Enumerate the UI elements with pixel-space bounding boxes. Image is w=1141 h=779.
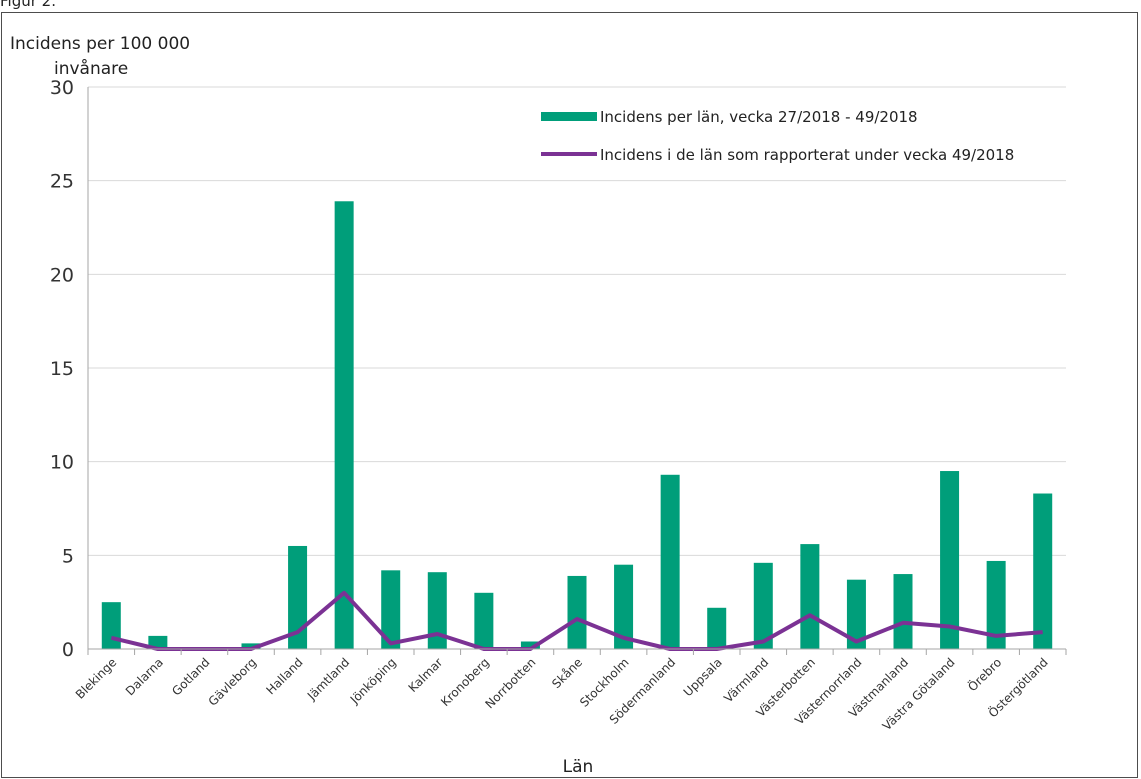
bar xyxy=(707,607,727,649)
bar xyxy=(1033,493,1053,649)
bar xyxy=(800,544,820,649)
x-tick-label: Norrbotten xyxy=(482,655,538,711)
y-axis-title-line2: invånare xyxy=(54,58,128,79)
bar xyxy=(940,471,960,649)
bar-series xyxy=(101,201,1053,650)
bar xyxy=(567,575,587,649)
legend-bar-label: Incidens per län, vecka 27/2018 - 49/201… xyxy=(600,108,918,126)
bar xyxy=(288,545,308,649)
x-tick-label: Halland xyxy=(264,655,306,697)
bar xyxy=(986,560,1006,649)
x-tick-label: Gotland xyxy=(169,655,212,698)
figure-label: Figur 2. xyxy=(0,0,56,10)
y-axis-title-line1: Incidens per 100 000 xyxy=(10,34,190,54)
x-axis-title: Län xyxy=(563,757,594,777)
y-tick-label: 5 xyxy=(62,545,74,567)
x-tick-label: Uppsala xyxy=(681,655,725,699)
line-series xyxy=(110,590,1043,651)
bar xyxy=(753,562,773,649)
y-tick-labels: 0 5 10 15 20 25 30 xyxy=(50,77,74,661)
x-tick-label: Blekinge xyxy=(73,655,120,702)
legend-bar-swatch xyxy=(541,112,597,121)
bar xyxy=(427,572,447,649)
legend-line-label: Incidens i de län som rapporterat under … xyxy=(600,146,1014,164)
bar xyxy=(148,635,168,649)
x-tick-label: Kalmar xyxy=(406,655,446,695)
y-tick-label: 25 xyxy=(50,171,74,193)
bar xyxy=(101,602,121,649)
x-tick-label: Jämtland xyxy=(304,655,352,703)
y-tick-label: 20 xyxy=(50,264,74,286)
bar xyxy=(474,592,494,649)
bar xyxy=(381,570,401,649)
x-tick-label: Dalarna xyxy=(123,655,166,698)
y-tick-label: 10 xyxy=(50,452,74,474)
chart-frame xyxy=(1,12,1138,778)
grid-lines xyxy=(87,86,1066,649)
x-tick-label: Gävleborg xyxy=(206,655,260,709)
x-tick-label: Värmland xyxy=(721,655,771,705)
x-tick-label: Skåne xyxy=(549,655,585,691)
bar xyxy=(241,643,261,649)
bar xyxy=(334,201,354,650)
bar xyxy=(893,574,913,649)
bar xyxy=(846,579,866,649)
bar xyxy=(614,564,634,649)
bar xyxy=(520,641,540,649)
x-tick-label: Örebro xyxy=(964,654,1004,694)
y-tick-label: 0 xyxy=(62,639,74,661)
y-tick-label: 30 xyxy=(50,77,74,99)
x-tick-label: Jönköping xyxy=(347,655,399,707)
legend: Incidens per län, vecka 27/2018 - 49/201… xyxy=(541,108,1014,164)
bar xyxy=(660,474,680,649)
y-tick-label: 15 xyxy=(50,358,74,380)
